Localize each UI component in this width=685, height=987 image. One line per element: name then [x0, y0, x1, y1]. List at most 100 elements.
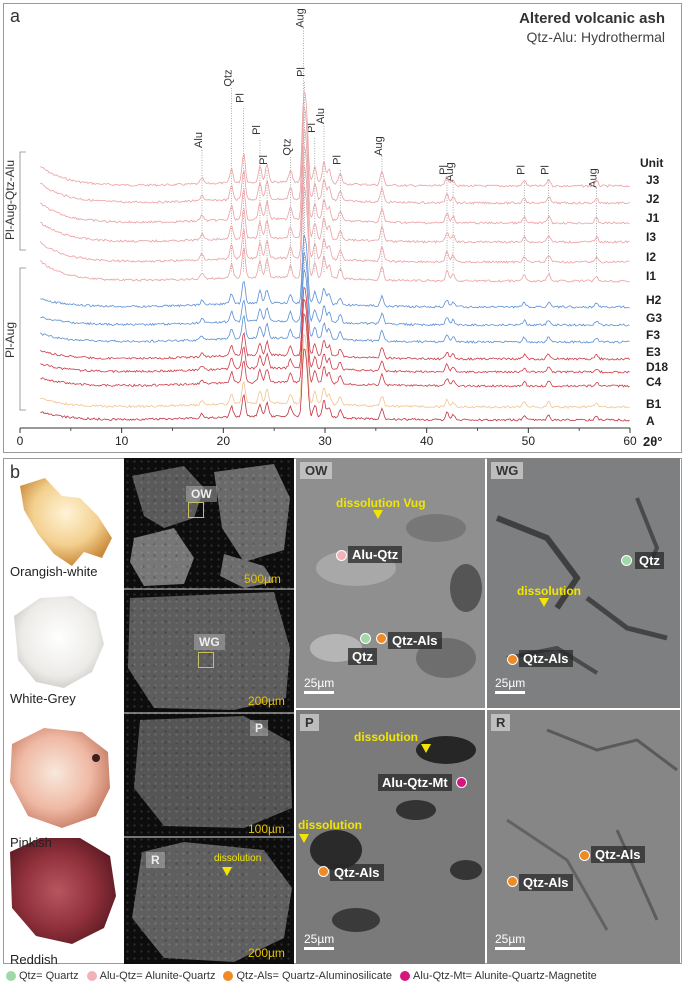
r-qtz-als-marker-2 [507, 876, 518, 887]
overview-scale-ow: 500µm [244, 572, 281, 586]
sample-orangish-white-photo [20, 478, 112, 566]
micrograph-p-texture [310, 736, 482, 932]
xrd-trace-F3 [40, 269, 630, 344]
xrd-trace-D18 [40, 298, 630, 374]
legend-item-qtz-als: Qtz-Als= Quartz-Aluminosilicate [223, 970, 392, 982]
peak-label-6: Aug [295, 8, 307, 28]
micrograph-wg: WG Qtz dissolution Qtz-Als 25µm [487, 458, 680, 708]
sample-pinkish-photo [10, 728, 110, 828]
ow-qtz-als-tag: Qtz-Als [388, 632, 442, 649]
p-dissolution-arrow-1 [421, 744, 431, 753]
overview-scale-p: 100µm [248, 822, 285, 836]
peak-label-14: Pl [515, 165, 527, 175]
panel-a-title: Altered volcanic ash [519, 10, 665, 27]
overview-box-wg [198, 652, 214, 668]
overview-dissolution-label: dissolution [214, 853, 262, 864]
xrd-trace-E3 [40, 286, 630, 361]
unit-label-J2: J2 [646, 192, 660, 206]
peak-label-15: Pl [540, 165, 552, 175]
sample-label-reddish: Reddish [10, 952, 58, 967]
r-scale-bar: 25µm [495, 932, 525, 950]
ow-scale-bar: 25µm [304, 676, 334, 694]
overview-box-ow [188, 502, 204, 518]
legend-qtz-swatch [6, 971, 16, 982]
overview-label-ow: OW [186, 486, 217, 502]
xrd-trace-B1 [40, 333, 630, 409]
unit-label-I3: I3 [646, 230, 656, 244]
x-tick-label-0: 0 [17, 434, 24, 448]
unit-label-F3: F3 [646, 328, 660, 342]
overview-grains [124, 464, 294, 962]
panel-a: a Altered volcanic ash Qtz-Alu: Hydrothe… [0, 0, 685, 456]
wg-scale-bar: 25µm [495, 676, 525, 694]
sample-label-orangish-white: Orangish-white [10, 564, 98, 579]
peak-label-0: Alu [193, 132, 205, 148]
x-axis-label: 2θ° [643, 434, 662, 449]
ow-qtz-tag: Qtz [348, 648, 377, 665]
legend-alu-qtz-mt-text: Alu-Qtz-Mt= Alunite-Quartz-Magnetite [413, 970, 597, 982]
x-tick-label-30: 30 [318, 434, 332, 448]
peak-label-16: Aug [587, 168, 599, 188]
micrograph-ow: OW dissolution Vug Alu-Qtz Qtz Qtz-Als 2… [296, 458, 485, 708]
r-qtz-als-tag-1: Qtz-Als [591, 846, 645, 863]
overview-label-wg: WG [194, 634, 225, 650]
x-tick-label-10: 10 [115, 434, 129, 448]
p-qtz-als-marker [318, 866, 329, 877]
peak-label-11: Aug [373, 136, 385, 156]
xrd-trace-A [40, 348, 630, 422]
sample-white-grey-photo [14, 596, 104, 688]
group-label-upper: Pl-Aug-Qtz-Alu [3, 160, 17, 240]
r-scale-label: 25µm [495, 932, 526, 946]
wg-qtz-als-tag: Qtz-Als [519, 650, 573, 667]
ow-dissolution-arrow [373, 510, 383, 519]
xrd-trace-J3 [40, 91, 630, 188]
overview-sem-column: OW 500µm WG 200µm P 100µm R dissolution … [124, 458, 294, 964]
peak-label-12: Pl [438, 165, 450, 175]
unit-label-I1: I1 [646, 269, 656, 283]
peak-label-2: Pl [235, 93, 247, 103]
wg-dissolution-label: dissolution [517, 584, 581, 598]
legend-item-alu-qtz-mt: Alu-Qtz-Mt= Alunite-Quartz-Magnetite [400, 970, 597, 982]
panel-a-letter: a [10, 6, 21, 26]
panel-a-frame [3, 3, 682, 453]
sample-label-pinkish: Pinkish [10, 835, 52, 850]
r-qtz-als-tag-2: Qtz-Als [519, 874, 573, 891]
xrd-trace-J2 [40, 106, 630, 205]
peak-label-5: Qtz [281, 138, 293, 155]
wg-qtz-marker [621, 555, 632, 566]
legend-qtz-als-swatch [223, 971, 234, 982]
legend-alu-qtz-swatch [86, 971, 97, 982]
x-tick-label-50: 50 [522, 434, 536, 448]
micrograph-r: R Qtz-Als Qtz-Als 25µm [487, 710, 680, 964]
unit-label-J3: J3 [646, 173, 660, 187]
unit-label-I2: I2 [646, 250, 656, 264]
wg-scale-label: 25µm [495, 676, 526, 690]
legend-qtz-als-text: Qtz-Als= Quartz-Aluminosilicate [236, 970, 393, 982]
legend-item-alu-qtz: Alu-Qtz= Alunite-Quartz [86, 970, 215, 982]
overview-texture [124, 458, 294, 964]
wg-dissolution-arrow [539, 598, 549, 607]
peak-label-8: Pl [306, 123, 318, 133]
micrograph-ow-label: OW [300, 462, 333, 479]
xrd-trace-C4 [40, 312, 630, 388]
overview-label-r: R [146, 852, 165, 868]
group-bracket-lower [19, 267, 26, 411]
peak-label-10: Pl [331, 155, 343, 165]
x-tick-label-20: 20 [217, 434, 231, 448]
ow-scale-label: 25µm [304, 676, 335, 690]
legend-alu-qtz-mt-swatch [400, 971, 411, 982]
wg-qtz-tag: Qtz [635, 552, 664, 569]
micrograph-wg-texture [495, 497, 668, 675]
x-tick-label-60: 60 [623, 434, 637, 448]
xrd-trace-I3 [40, 144, 630, 244]
ow-dissolution-vug-label: dissolution Vug [336, 496, 426, 510]
ow-alu-qtz-tag: Alu-Qtz [348, 546, 403, 563]
mineral-legend: Qtz= Quartz Alu-Qtz= Alunite-Quartz Qtz-… [0, 965, 685, 987]
p-alu-qtz-mt-tag: Alu-Qtz-Mt [378, 774, 452, 791]
overview-scale-r: 200µm [248, 946, 285, 960]
peak-label-1: Qtz [222, 69, 234, 86]
panel-b: b Orangish-white White-Grey Pinkish Redd… [0, 456, 685, 987]
peak-label-3: Pl [251, 125, 263, 135]
overview-label-p: P [250, 720, 269, 736]
